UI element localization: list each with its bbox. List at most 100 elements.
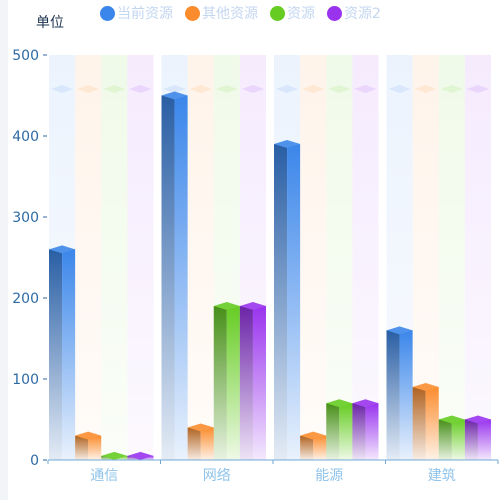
background-cap-3-2 xyxy=(440,85,463,93)
bar-3-3[interactable] xyxy=(464,415,491,460)
bar-side-0-0 xyxy=(49,249,63,460)
bar-top-3-3 xyxy=(464,415,491,424)
legend-label-current: 当前资源 xyxy=(117,6,173,22)
background-cap-1-3 xyxy=(241,85,264,93)
bar-front-1-0 xyxy=(174,95,188,460)
bar-3-0[interactable] xyxy=(386,326,413,460)
bar-top-1-3 xyxy=(239,302,266,311)
bar-1-2[interactable] xyxy=(213,302,240,460)
background-cap-3-1 xyxy=(414,85,437,93)
bar-0-1[interactable] xyxy=(75,431,102,460)
background-column-3-3 xyxy=(464,55,491,460)
legend-swatch-resource xyxy=(270,5,285,21)
legend-label-resource: 资源 xyxy=(287,6,315,22)
bar-top-1-0 xyxy=(161,91,188,100)
background-cap-2-0 xyxy=(276,85,299,93)
background-cap-0-0 xyxy=(51,85,74,93)
bar-side-2-1 xyxy=(300,435,314,460)
bar-1-1[interactable] xyxy=(187,423,214,460)
background-cap-0-2 xyxy=(103,85,126,93)
y-tick-label: 0 xyxy=(30,453,39,469)
bar-side-0-2 xyxy=(101,455,115,460)
background-column-2-2 xyxy=(326,55,353,460)
background-cap-1-2 xyxy=(215,85,238,93)
background-column-1-1 xyxy=(187,55,214,460)
bar-top-3-1 xyxy=(412,383,439,392)
bar-side-3-3 xyxy=(464,419,478,460)
left-edge-strip xyxy=(0,0,8,500)
bar-side-3-1 xyxy=(412,387,426,460)
y-tick-label: 300 xyxy=(12,210,39,226)
legend-swatch-resource2 xyxy=(327,5,342,21)
bar-top-1-1 xyxy=(187,423,214,432)
legend-label-other: 其他资源 xyxy=(202,6,258,22)
bar-side-1-2 xyxy=(213,306,227,460)
legend-item-resource[interactable]: 资源 xyxy=(270,3,315,23)
bar-front-1-1 xyxy=(200,427,214,460)
bar-side-3-0 xyxy=(386,330,400,460)
bar-2-0[interactable] xyxy=(274,140,301,461)
legend-item-other[interactable]: 其他资源 xyxy=(185,3,258,23)
bar-side-0-3 xyxy=(127,455,141,460)
bar-top-0-2 xyxy=(101,451,128,460)
bar-2-2[interactable] xyxy=(326,399,353,460)
legend-item-resource2[interactable]: 资源2 xyxy=(327,3,381,23)
bar-top-3-0 xyxy=(386,326,413,335)
bar-side-1-0 xyxy=(161,95,175,460)
bar-front-1-2 xyxy=(226,306,240,460)
bar-front-3-2 xyxy=(451,419,465,460)
bar-front-0-3 xyxy=(140,455,154,460)
bar-front-0-2 xyxy=(114,455,128,460)
bar-side-0-1 xyxy=(75,435,89,460)
y-tick-label: 500 xyxy=(12,48,39,64)
bar-side-3-2 xyxy=(438,419,452,460)
bar-front-0-0 xyxy=(62,249,76,460)
bar-front-3-0 xyxy=(399,330,413,460)
bar-top-3-2 xyxy=(438,415,465,424)
bar-front-1-3 xyxy=(252,306,266,460)
background-column-2-1 xyxy=(300,55,327,460)
legend-swatch-current xyxy=(100,5,115,21)
bar-0-3[interactable] xyxy=(127,451,154,460)
background-column-2-3 xyxy=(352,55,379,460)
bar-front-2-1 xyxy=(313,435,327,460)
background-cap-2-3 xyxy=(354,85,377,93)
bar-top-0-3 xyxy=(127,451,154,460)
y-tick-label: 400 xyxy=(12,129,39,145)
background-cap-0-1 xyxy=(77,85,100,93)
background-column-0-2 xyxy=(101,55,128,460)
legend-label-resource2: 资源2 xyxy=(344,6,381,22)
background-cap-1-0 xyxy=(163,85,186,93)
bar-1-0[interactable] xyxy=(161,91,188,460)
bar-3-2[interactable] xyxy=(438,415,465,460)
background-cap-0-3 xyxy=(129,85,152,93)
x-tick-label: 网络 xyxy=(203,468,231,484)
bar-2-3[interactable] xyxy=(352,399,379,460)
bar-top-2-3 xyxy=(352,399,379,408)
legend: 当前资源 其他资源 资源 资源2 xyxy=(100,3,381,23)
background-column-0-1 xyxy=(75,55,102,460)
bar-front-2-2 xyxy=(339,403,353,460)
bar-top-2-0 xyxy=(274,140,301,149)
background-cap-3-0 xyxy=(388,85,411,93)
x-tick-label: 通信 xyxy=(90,468,118,484)
bar-top-2-1 xyxy=(300,431,327,440)
bar-top-0-0 xyxy=(49,245,76,254)
bar-2-1[interactable] xyxy=(300,431,327,460)
bar-top-1-2 xyxy=(213,302,240,311)
bar-0-0[interactable] xyxy=(49,245,76,460)
bar-1-3[interactable] xyxy=(239,302,266,460)
bar-0-2[interactable] xyxy=(101,451,128,460)
bar-3-1[interactable] xyxy=(412,383,439,460)
bar-side-2-0 xyxy=(274,144,288,461)
y-tick-label: 200 xyxy=(12,291,39,307)
bar-side-1-1 xyxy=(187,427,201,460)
legend-item-current[interactable]: 当前资源 xyxy=(100,3,173,23)
bar-side-1-3 xyxy=(239,306,253,460)
x-tick-label: 建筑 xyxy=(428,468,456,484)
y-tick-label: 100 xyxy=(12,372,39,388)
bar-front-2-3 xyxy=(365,403,379,460)
background-column-3-2 xyxy=(438,55,465,460)
legend-swatch-other xyxy=(185,5,200,21)
background-column-0-3 xyxy=(127,55,154,460)
